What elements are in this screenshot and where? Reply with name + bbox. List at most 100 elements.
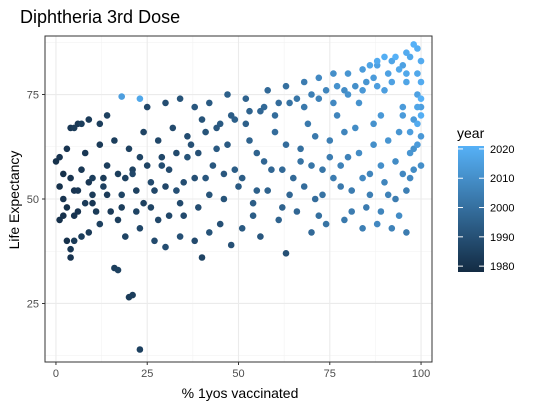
data-point: [100, 174, 107, 182]
data-point: [198, 116, 206, 123]
data-point: [118, 204, 125, 211]
data-point: [89, 174, 96, 182]
data-point: [67, 245, 74, 253]
data-point: [315, 74, 323, 82]
data-point: [235, 183, 242, 190]
data-point: [370, 120, 377, 128]
data-point: [417, 78, 425, 86]
data-point: [333, 82, 341, 90]
data-point: [315, 95, 323, 102]
data-point: [81, 149, 89, 157]
data-point: [165, 166, 173, 173]
data-point: [187, 141, 195, 148]
data-point: [315, 212, 323, 219]
data-point: [191, 237, 198, 245]
data-point: [238, 225, 246, 232]
data-point: [118, 191, 125, 199]
data-point: [308, 91, 315, 98]
chart-title: Diphtheria 3rd Dose: [20, 7, 180, 27]
data-point: [355, 99, 363, 107]
data-point: [78, 120, 85, 128]
data-point: [293, 208, 301, 215]
data-point: [300, 183, 308, 190]
data-point: [410, 166, 418, 173]
data-point: [377, 112, 385, 119]
data-point: [322, 220, 330, 228]
data-point: [213, 145, 220, 153]
data-point: [100, 183, 107, 190]
data-point: [286, 191, 293, 199]
data-point: [384, 70, 392, 77]
data-point: [330, 174, 337, 182]
y-axis-ticks: 25 50 75: [27, 90, 45, 310]
data-point: [96, 220, 104, 228]
data-point: [89, 199, 96, 207]
data-point: [417, 162, 425, 169]
grid-lines: [45, 36, 432, 362]
data-point: [352, 82, 359, 90]
data-point: [114, 170, 122, 178]
data-point: [352, 124, 359, 132]
data-point: [300, 103, 308, 111]
data-point: [279, 204, 286, 211]
data-point: [136, 225, 144, 232]
data-point: [326, 137, 334, 144]
data-point: [417, 57, 425, 65]
data-point: [176, 199, 184, 207]
y-tick-label: 25: [27, 298, 39, 310]
data-point: [392, 158, 399, 165]
data-point: [406, 128, 414, 136]
data-point: [395, 212, 403, 219]
data-point: [359, 66, 366, 73]
data-point: [282, 82, 290, 90]
data-point: [154, 137, 162, 144]
data-point: [129, 291, 136, 299]
data-point: [227, 241, 235, 249]
data-point: [147, 204, 155, 211]
x-tick-label: 100: [412, 368, 430, 380]
data-point: [74, 187, 82, 194]
data-point: [348, 187, 356, 194]
data-point: [231, 166, 239, 173]
data-point: [319, 166, 326, 173]
data-points: [52, 41, 425, 353]
data-point: [242, 120, 250, 128]
data-point: [151, 237, 158, 245]
legend-colorbar: [458, 146, 484, 272]
data-point: [184, 133, 191, 140]
data-point: [209, 162, 217, 169]
legend-tick-label: 1980: [490, 261, 514, 273]
data-point: [140, 199, 147, 207]
data-point: [308, 162, 315, 169]
data-point: [344, 91, 352, 98]
data-point: [403, 70, 410, 77]
data-point: [206, 191, 213, 199]
data-point: [96, 120, 104, 128]
data-point: [275, 99, 283, 107]
data-point: [366, 170, 374, 178]
data-point: [89, 191, 96, 199]
data-point: [136, 153, 144, 161]
data-point: [355, 149, 363, 157]
data-point: [264, 87, 272, 94]
y-tick-label: 75: [27, 90, 39, 102]
data-point: [275, 216, 283, 224]
data-point: [158, 162, 166, 169]
data-point: [191, 103, 198, 111]
data-point: [260, 158, 268, 165]
data-point: [246, 107, 253, 115]
data-point: [103, 112, 111, 119]
data-point: [133, 208, 140, 215]
data-point: [107, 208, 114, 215]
data-point: [290, 174, 297, 182]
data-point: [103, 191, 111, 199]
data-point: [173, 187, 180, 194]
data-point: [403, 49, 410, 56]
data-point: [136, 95, 144, 102]
data-point: [297, 158, 304, 165]
data-point: [169, 124, 177, 132]
data-point: [246, 137, 253, 144]
data-point: [242, 95, 250, 102]
data-point: [74, 208, 82, 215]
